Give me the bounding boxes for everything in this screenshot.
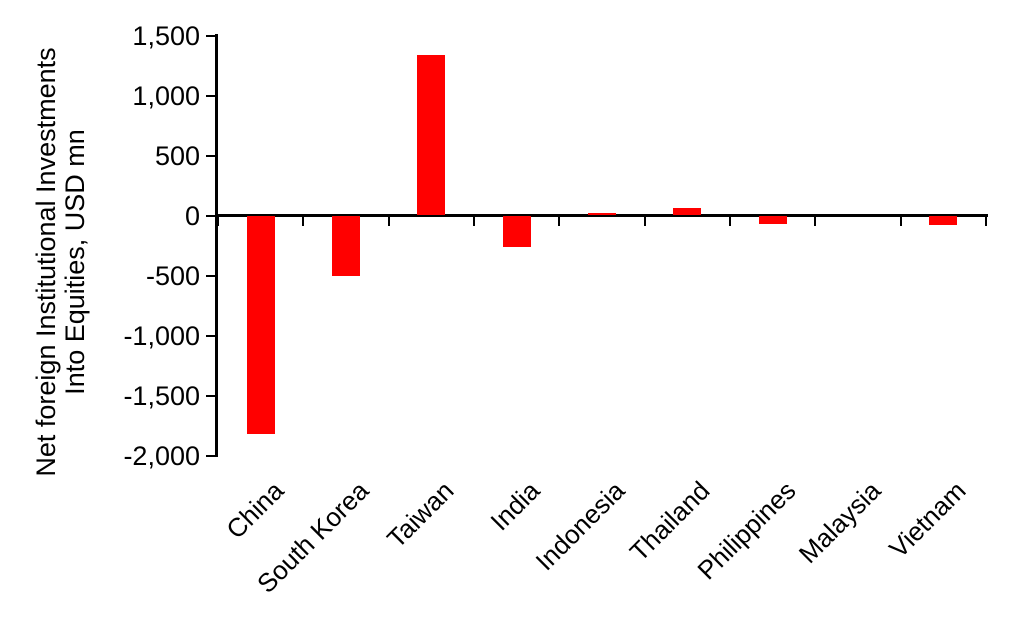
y-tick xyxy=(206,394,215,397)
x-tick xyxy=(387,217,390,226)
x-tick xyxy=(473,217,475,226)
x-tick xyxy=(643,217,646,226)
y-tick-label: -500 xyxy=(145,260,200,291)
bar-taiwan xyxy=(417,54,446,216)
x-tick xyxy=(558,217,561,226)
x-tick xyxy=(729,217,731,226)
x-tick xyxy=(985,217,987,226)
x-tick xyxy=(302,217,305,226)
bar-philippines xyxy=(758,215,787,224)
y-tick xyxy=(206,334,215,337)
x-tick xyxy=(217,217,219,226)
x-tick xyxy=(899,217,902,226)
y-tick xyxy=(206,94,215,97)
bar-indonesia xyxy=(588,213,616,216)
y-tick-label: 500 xyxy=(154,140,200,171)
y-tick-label: 1,500 xyxy=(132,20,200,51)
bar-south-korea xyxy=(332,215,360,276)
y-tick xyxy=(206,154,215,157)
y-tick xyxy=(206,214,215,217)
bar-india xyxy=(502,215,531,247)
y-tick xyxy=(206,454,215,457)
y-axis-line xyxy=(215,34,218,457)
y-tick-label: -1,000 xyxy=(123,320,200,351)
y-tick-label: -1,500 xyxy=(123,380,200,411)
y-tick-label: 0 xyxy=(184,200,200,231)
y-tick xyxy=(206,274,215,277)
bar-china xyxy=(246,215,275,434)
bar-vietnam xyxy=(929,215,958,225)
bar-thailand xyxy=(673,207,702,216)
y-tick xyxy=(206,34,215,37)
y-tick-label: -2,000 xyxy=(123,440,200,471)
x-axis-line xyxy=(215,214,988,217)
x-tick xyxy=(814,217,817,226)
y-tick-label: 1,000 xyxy=(132,80,200,111)
